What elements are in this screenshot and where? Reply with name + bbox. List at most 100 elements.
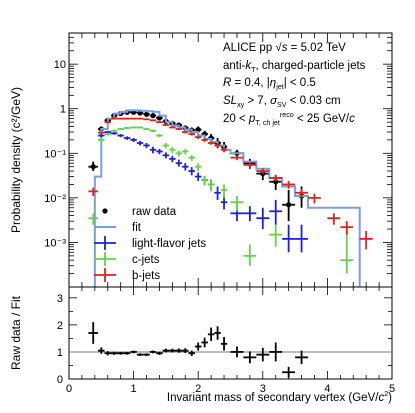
data-point (220, 184, 228, 198)
data-point (194, 172, 202, 181)
data-point (156, 148, 163, 155)
data-point (188, 132, 195, 136)
ratio-point (117, 351, 124, 355)
legend-label: c-jets (132, 254, 160, 266)
data-point (130, 138, 137, 142)
point-marker (150, 113, 156, 119)
data-point (175, 159, 183, 167)
data-point (169, 146, 176, 154)
point-marker (195, 127, 201, 133)
top-panel: 10⁻³ 10⁻² 10⁻¹ 1 10 Probability density (c²/G… (9, 32, 393, 288)
top-y-axis-title: Probability density (c²/GeV) (9, 87, 23, 233)
top-y-tick-label: 10⁻¹ (44, 148, 66, 160)
data-point (308, 193, 321, 204)
legend-entry: c-jets (94, 252, 160, 266)
data-point (104, 121, 111, 124)
point-marker (143, 111, 150, 117)
data-point (182, 163, 189, 171)
data-point (282, 190, 296, 222)
ratio-point (256, 347, 270, 362)
data-point (117, 134, 124, 138)
legend-entry: light-flavor jets (94, 236, 206, 250)
ratio-point (123, 351, 131, 355)
data-point (117, 117, 124, 120)
legend-label: fit (132, 222, 142, 234)
bottom-x-tick-label: 2 (195, 383, 201, 395)
data-point (149, 146, 157, 154)
data-point (143, 111, 150, 117)
legend-entry: b-jets (94, 268, 160, 282)
legend-entry: raw data (102, 206, 177, 218)
ratio-point (230, 346, 244, 358)
data-point (136, 126, 144, 129)
data-point (295, 224, 309, 253)
bottom-x-tick-label: 1 (131, 383, 137, 395)
point-marker (156, 115, 163, 121)
legend-marker (102, 208, 108, 214)
data-point (110, 132, 118, 135)
ratio-point (188, 350, 195, 356)
top-y-tick-label: 10⁻³ (44, 237, 66, 249)
data-point (130, 117, 137, 120)
data-point (214, 186, 221, 200)
bottom-x-tick-label: 5 (389, 383, 395, 395)
ratio-point (243, 351, 257, 364)
point-marker (286, 202, 292, 208)
data-point (156, 115, 163, 121)
data-point (201, 138, 208, 142)
ratio-point (162, 348, 170, 353)
data-point (295, 188, 309, 198)
data-point (243, 206, 257, 222)
series-ratio (88, 322, 309, 378)
data-point (194, 135, 202, 139)
point-marker (90, 164, 96, 170)
annotation-line: R = 0.4, |ηjet| < 0.5 (223, 77, 316, 91)
fit-step-line (93, 109, 361, 287)
data-point (98, 134, 105, 138)
data-point (88, 213, 99, 225)
ratio-point (98, 347, 105, 354)
data-point (269, 174, 283, 182)
data-point (327, 213, 341, 225)
ratio-point (194, 342, 202, 351)
legend: raw data fit light-flavor jets c-jets b-jets (94, 206, 206, 282)
data-point (175, 127, 183, 131)
ratio-point (169, 348, 176, 353)
ratio-point (269, 342, 283, 362)
ratio-point (156, 351, 163, 355)
data-point (88, 187, 99, 197)
series-light-flavor-jets (98, 130, 309, 253)
data-point (269, 224, 283, 247)
data-point (207, 179, 215, 192)
bottom-x-tick-label: 0 (66, 383, 72, 395)
top-y-tick-label: 10 (54, 59, 66, 71)
ratio-point (130, 350, 137, 354)
data-point (98, 131, 105, 135)
data-point (136, 117, 144, 120)
data-point (149, 113, 157, 119)
bottom-y-tick-label: 2 (57, 320, 63, 332)
series-fit (93, 109, 361, 287)
annotation-line: anti-kT, charged-particle jets (223, 60, 366, 74)
ratio-point (104, 351, 111, 356)
data-point (256, 207, 270, 230)
data-point (201, 175, 208, 186)
data-point (162, 143, 170, 149)
data-point (175, 150, 183, 157)
data-point (207, 141, 215, 145)
data-point (169, 155, 176, 163)
ratio-point (201, 337, 208, 348)
ratio-point (295, 350, 309, 365)
data-point (282, 224, 296, 253)
annotation-line: SLxy > 7, σSV < 0.03 cm (223, 95, 341, 109)
bottom-y-tick-label: 0 (57, 374, 63, 386)
ratio-point (214, 326, 221, 340)
data-point (110, 117, 118, 120)
data-point (123, 136, 131, 140)
data-point (149, 129, 157, 133)
bottom-y-tick-label: 1 (57, 347, 63, 359)
legend-label: raw data (132, 206, 177, 218)
data-point (220, 147, 228, 153)
data-point (359, 231, 373, 250)
data-point (123, 117, 131, 120)
